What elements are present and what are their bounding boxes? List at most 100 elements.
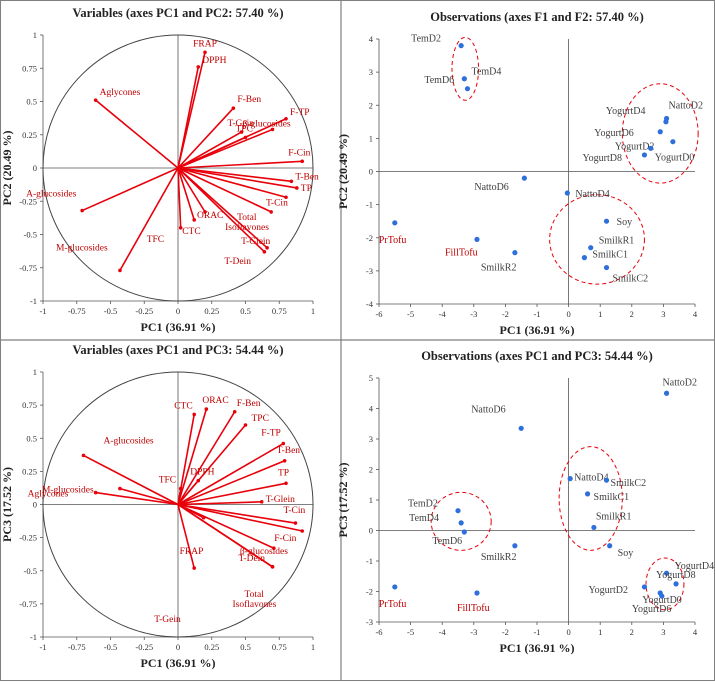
vector-label: TPC <box>236 124 253 134</box>
y-tick-label: 0 <box>33 500 37 510</box>
loading-vector <box>177 408 208 505</box>
vector-label: A-glucosides <box>26 190 76 200</box>
loading-vector <box>177 107 234 169</box>
y-tick-label: -0.25 <box>19 196 37 206</box>
y-tick-label: -1 <box>30 632 37 642</box>
y-tick-label: 0 <box>369 167 373 177</box>
loading-vector-tip <box>270 127 275 132</box>
loading-vector-tip <box>282 458 287 463</box>
group-ellipse <box>645 557 685 611</box>
observation-point <box>474 590 480 596</box>
x-axis-label: PC1 (36.91 %) <box>141 656 216 670</box>
y-tick-label: -1 <box>30 296 37 306</box>
observation-point <box>663 390 670 396</box>
chart-title: Variables (axes PC1 and PC3: 54.44 %) <box>73 343 284 357</box>
observation-point <box>663 119 669 125</box>
loading-vector <box>177 411 236 505</box>
x-tick-label: 3 <box>661 309 665 319</box>
loading-vector-tip <box>300 159 305 164</box>
loading-vector-tip <box>243 423 248 427</box>
observation-label: SmilkC1 <box>592 250 628 261</box>
observation-label: SmilkC2 <box>611 478 647 489</box>
loading-vector <box>119 167 179 271</box>
loading-vector-tip <box>203 210 207 214</box>
x-axis-label: PC1 (36.91 %) <box>500 641 575 655</box>
observation-point <box>392 220 398 226</box>
group-ellipse <box>549 194 645 285</box>
x-tick-label: 2 <box>630 309 634 319</box>
observation-point <box>564 190 570 196</box>
observation-point <box>657 129 663 135</box>
observation-label: PrTofu <box>379 235 407 246</box>
y-axis-label: PC3 (17.52 %) <box>0 467 14 542</box>
observation-point <box>518 425 524 431</box>
loading-vector-tip <box>81 453 86 458</box>
y-tick-label: 1 <box>369 495 373 505</box>
observation-label: Soy <box>618 548 634 559</box>
observation-point <box>673 581 679 587</box>
y-tick-label: 1 <box>33 367 37 377</box>
chart-panel-3: Variables (axes PC1 and PC3: 54.44 %) PC1… <box>0 343 315 670</box>
y-tick-label: 0.5 <box>26 433 37 443</box>
loading-vector <box>177 131 242 169</box>
observation-point <box>670 139 676 145</box>
observation-point <box>458 520 464 526</box>
correlation-circle <box>42 371 314 638</box>
y-tick-label: -0.5 <box>24 230 37 240</box>
observation-label: NattoD4 <box>575 189 609 200</box>
vector-label: CTC <box>174 401 192 411</box>
loading-vector <box>177 167 292 183</box>
vector-label-line: Isoflavones <box>233 599 277 610</box>
vector-label: F-Ben <box>237 399 261 409</box>
loading-vector <box>177 503 205 519</box>
loading-vector <box>177 503 273 568</box>
vector-label: M-glucosides <box>56 243 108 253</box>
observation-point <box>581 255 588 261</box>
y-tick-label: 1 <box>33 30 37 40</box>
vector-label: TFC <box>147 235 164 245</box>
observation-point <box>641 152 648 158</box>
loading-vector <box>177 167 206 213</box>
x-tick-label: -5 <box>407 627 414 637</box>
chart-panel-1: Variables (axes PC1 and PC2: 57.40 %) PC1… <box>0 6 319 334</box>
x-tick-label: 0.5 <box>240 642 251 652</box>
loading-vector-tip <box>300 529 305 533</box>
observation-label: FillTofu <box>457 603 490 614</box>
vector-label: T-Cin <box>283 506 305 516</box>
x-tick-label: 4 <box>693 627 698 637</box>
observation-point <box>461 529 467 535</box>
x-tick-label: 1 <box>311 306 315 316</box>
vector-label: T-Ben <box>295 172 319 182</box>
x-tick-label: 0.75 <box>272 642 287 652</box>
observation-label: YogurtD0 <box>655 152 695 163</box>
observation-label: TemD2 <box>411 34 441 45</box>
observation-label: YogurtD6 <box>632 604 672 615</box>
loading-vector <box>177 501 262 506</box>
loading-vector-tip <box>118 268 122 273</box>
y-tick-label: 0 <box>369 526 373 536</box>
x-tick-label: -2 <box>502 627 509 637</box>
vector-label: F-Cin <box>274 534 296 544</box>
vector-label: Total Isoflavones <box>225 213 269 233</box>
observation-label: Soy <box>617 217 633 228</box>
vector-label: TFC <box>159 476 176 486</box>
vector-label-line: Isoflavones <box>225 222 269 233</box>
y-tick-label: -3 <box>366 266 373 276</box>
observation-point <box>584 491 591 497</box>
observation-label: YogurtD4 <box>675 561 715 572</box>
vector-label: DPPH <box>202 56 226 66</box>
correlation-circle <box>42 34 314 302</box>
loading-vector <box>177 167 195 221</box>
loading-vector-tip <box>281 441 286 446</box>
y-tick-label: -0.5 <box>24 566 37 576</box>
x-axis-label: PC1 (36.91 %) <box>141 320 216 334</box>
x-tick-label: 0 <box>176 306 180 316</box>
vector-label: ORAC <box>197 211 223 221</box>
observation-point <box>512 543 518 549</box>
loading-vector <box>95 491 179 506</box>
loading-vector <box>177 460 285 506</box>
observation-point <box>641 584 648 590</box>
x-tick-label: 0.5 <box>240 306 251 316</box>
x-tick-label: -0.5 <box>104 306 117 316</box>
